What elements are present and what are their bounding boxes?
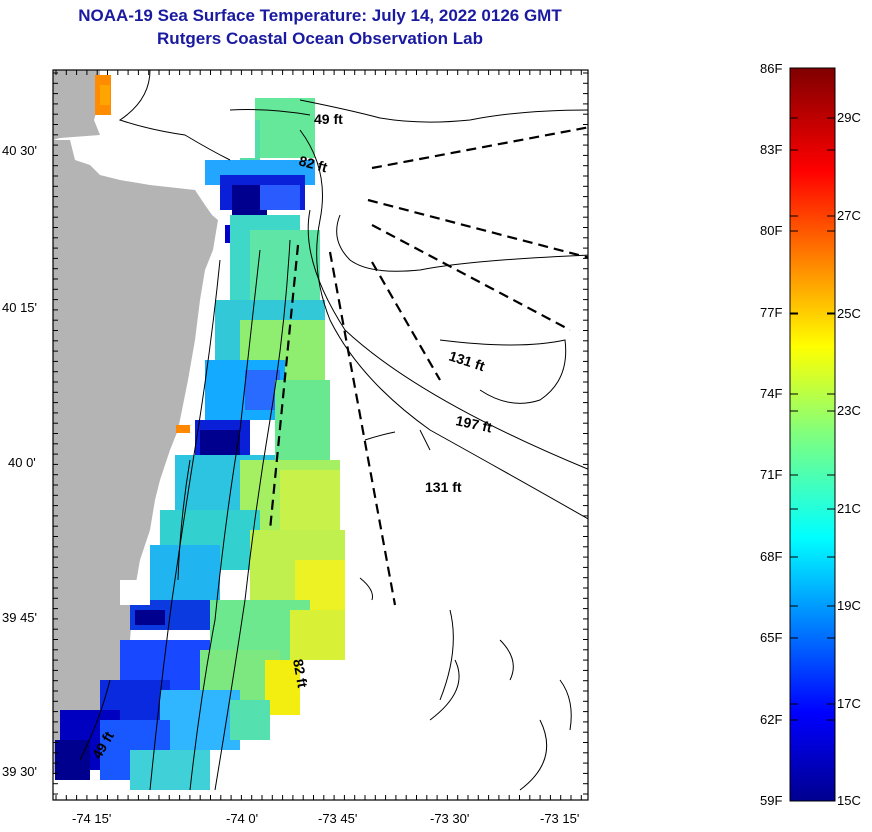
cb-label-62f: 62F [760, 712, 782, 727]
sst-data [55, 75, 345, 790]
cb-label-74f: 74F [760, 386, 782, 401]
cb-label-86f: 86F [760, 61, 782, 76]
color-bar: 86F 83F 80F 77F 74F 71F 68F 65F 62F 59F … [760, 61, 861, 808]
map-area: 49 ft 82 ft 131 ft 197 ft 131 ft 82 ft 4… [53, 70, 588, 800]
cb-label-80f: 80F [760, 223, 782, 238]
dashed-lines [268, 126, 588, 606]
lat-label-39-45: 39 45' [2, 610, 37, 625]
cb-label-27c: 27C [837, 208, 861, 223]
cb-label-77f: 77F [760, 305, 782, 320]
depth-label-197ft: 197 ft [454, 412, 493, 435]
depth-label-82ft-south: 82 ft [290, 658, 311, 689]
cb-label-23c: 23C [837, 403, 861, 418]
lat-label-39-30: 39 30' [2, 764, 37, 779]
cb-label-65f: 65F [760, 630, 782, 645]
map-subtitle: Rutgers Coastal Ocean Observation Lab [157, 29, 483, 48]
lon-label-73-15: -73 15' [540, 811, 579, 826]
cb-label-68f: 68F [760, 549, 782, 564]
lat-label-40-15: 40 15' [2, 300, 37, 315]
frame-ticks [53, 70, 588, 800]
lon-label-74-15: -74 15' [72, 811, 111, 826]
cb-label-59f: 59F [760, 793, 782, 808]
lon-label-73-45: -73 45' [318, 811, 357, 826]
depth-label-49ft-north: 49 ft [314, 111, 343, 127]
map-title: NOAA-19 Sea Surface Temperature: July 14… [78, 6, 562, 25]
depth-label-82ft-north: 82 ft [297, 152, 329, 175]
depth-label-131ft-south: 131 ft [425, 479, 462, 495]
color-bar-gradient [789, 67, 836, 802]
lon-label-73-30: -73 30' [430, 811, 469, 826]
lat-label-40-30: 40 30' [2, 143, 37, 158]
cb-label-71f: 71F [760, 467, 782, 482]
cb-label-19c: 19C [837, 598, 861, 613]
lon-label-74-0: -74 0' [226, 811, 258, 826]
cb-label-21c: 21C [837, 501, 861, 516]
cb-label-25c: 25C [837, 306, 861, 321]
cb-label-15c: 15C [837, 793, 861, 808]
cb-label-17c: 17C [837, 696, 861, 711]
land-mass [53, 70, 218, 775]
lat-label-40-0: 40 0' [8, 455, 36, 470]
cb-label-83f: 83F [760, 142, 782, 157]
cb-label-29c: 29C [837, 110, 861, 125]
map-frame [52, 69, 589, 801]
bathymetry-contours [79, 70, 588, 791]
